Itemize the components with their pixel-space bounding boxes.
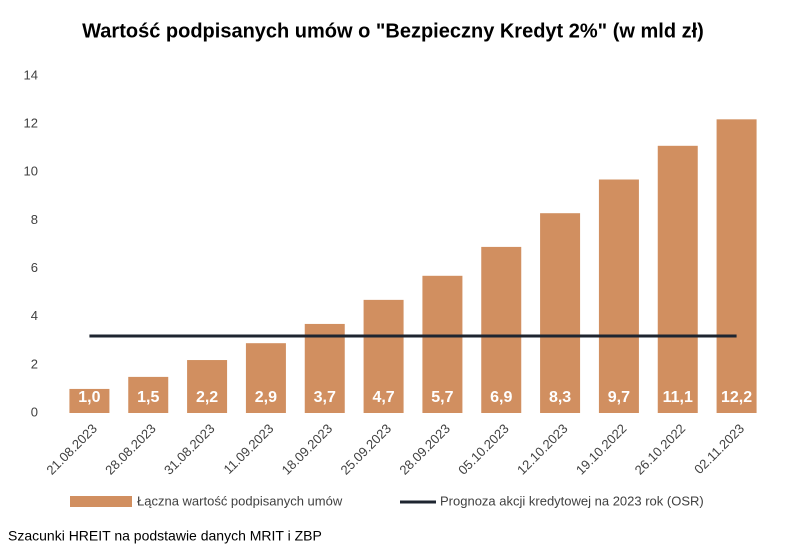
bar bbox=[245, 343, 286, 413]
value-label: 5,7 bbox=[431, 389, 453, 406]
y-tick-label: 10 bbox=[24, 164, 38, 179]
value-label: 2,9 bbox=[255, 389, 277, 406]
x-tick-label: 31.08.2023 bbox=[161, 421, 218, 478]
bar bbox=[69, 388, 110, 413]
bar bbox=[657, 145, 698, 414]
bar bbox=[716, 119, 757, 413]
bar bbox=[363, 299, 404, 413]
x-tick-label: 25.09.2023 bbox=[338, 421, 395, 478]
x-tick-label: 28.09.2023 bbox=[396, 421, 453, 478]
y-tick-label: 8 bbox=[31, 212, 38, 227]
bar bbox=[540, 213, 581, 413]
y-tick-label: 2 bbox=[31, 356, 38, 371]
legend-swatch bbox=[70, 496, 132, 507]
bar bbox=[128, 376, 169, 413]
value-label: 9,7 bbox=[608, 389, 630, 406]
x-tick-label: 05.10.2023 bbox=[455, 421, 512, 478]
bar bbox=[304, 323, 345, 413]
y-tick-label: 14 bbox=[24, 67, 38, 82]
value-label: 8,3 bbox=[549, 389, 571, 406]
value-label: 2,2 bbox=[196, 389, 218, 406]
legend-label: Łączna wartość podpisanych umów bbox=[137, 493, 343, 508]
y-tick-label: 0 bbox=[31, 404, 38, 419]
bar bbox=[481, 246, 522, 413]
x-tick-label: 12.10.2023 bbox=[514, 421, 571, 478]
x-tick-label: 26.10.2022 bbox=[632, 421, 689, 478]
chart-title: Wartość podpisanych umów o "Bezpieczny K… bbox=[82, 20, 704, 42]
value-label: 4,7 bbox=[372, 389, 394, 406]
value-label: 6,9 bbox=[490, 389, 512, 406]
value-label: 11,1 bbox=[663, 389, 693, 406]
x-tick-label: 21.08.2023 bbox=[43, 421, 100, 478]
value-label: 12,2 bbox=[721, 389, 752, 406]
bar bbox=[187, 360, 228, 413]
value-label: 1,5 bbox=[137, 389, 159, 406]
x-tick-label: 02.11.2023 bbox=[691, 421, 747, 477]
x-tick-label: 18.09.2023 bbox=[279, 421, 336, 478]
x-tick-label: 11.09.2023 bbox=[221, 421, 277, 477]
bar bbox=[422, 275, 463, 413]
value-label: 3,7 bbox=[314, 389, 336, 406]
y-tick-label: 6 bbox=[31, 260, 38, 275]
legend-label: Prognoza akcji kredytowej na 2023 rok (O… bbox=[440, 493, 704, 508]
y-tick-label: 12 bbox=[24, 116, 38, 131]
source-note: Szacunki HREIT na podstawie danych MRIT … bbox=[8, 528, 322, 544]
value-label: 1,0 bbox=[78, 389, 100, 406]
x-tick-label: 28.08.2023 bbox=[102, 421, 159, 478]
bar bbox=[598, 179, 639, 413]
y-tick-label: 4 bbox=[31, 308, 38, 323]
x-tick-label: 19.10.2022 bbox=[573, 421, 630, 478]
